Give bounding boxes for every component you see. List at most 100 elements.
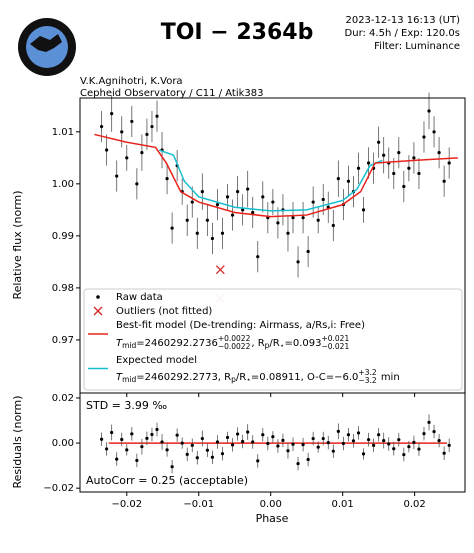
legend-label-part: +3.2 xyxy=(358,368,376,377)
data-point xyxy=(125,156,129,160)
data-point xyxy=(200,436,204,441)
data-point xyxy=(261,433,265,437)
data-point xyxy=(372,443,376,447)
data-point xyxy=(392,447,396,451)
data-point xyxy=(170,226,174,230)
data-point xyxy=(256,255,260,259)
data-point xyxy=(291,442,295,446)
data-point xyxy=(241,208,245,212)
legend-label-part: ⋆ xyxy=(246,375,251,384)
data-point xyxy=(205,218,209,222)
data-point xyxy=(135,182,139,186)
data-point xyxy=(230,213,235,217)
y-tick-label: 1.01 xyxy=(52,127,74,138)
data-point xyxy=(311,200,315,204)
y-tick-label: 0.00 xyxy=(52,438,74,449)
y-tick-label: −0.02 xyxy=(43,483,74,494)
data-point xyxy=(412,156,416,160)
data-point xyxy=(130,432,134,436)
data-point xyxy=(346,179,351,183)
legend-label: Expected model xyxy=(116,355,197,366)
data-point xyxy=(397,438,401,442)
data-point xyxy=(331,223,335,228)
data-point xyxy=(296,260,300,264)
data-point xyxy=(241,439,245,444)
data-point xyxy=(155,427,159,432)
data-point xyxy=(321,436,325,441)
data-point xyxy=(341,441,345,446)
y-axis-label: Relative flux (norm) xyxy=(11,190,24,299)
legend-label-part: −3.2 xyxy=(358,376,376,385)
data-point xyxy=(105,148,109,152)
std-text: STD = 3.99 ‰ xyxy=(86,399,167,412)
data-point xyxy=(366,438,371,442)
filter: Filter: Luminance xyxy=(374,41,460,52)
x-tick-label: 0.00 xyxy=(260,499,282,510)
legend-marker xyxy=(93,306,103,316)
data-point xyxy=(271,435,275,439)
outlier xyxy=(215,265,225,275)
data-point xyxy=(261,195,265,199)
data-point xyxy=(356,431,361,435)
legend-label-part: =2460292.2736 xyxy=(136,338,218,349)
data-point xyxy=(271,200,275,204)
x-tick-label: 0.02 xyxy=(403,499,425,510)
data-point xyxy=(377,433,381,437)
y-tick-label: 0.97 xyxy=(52,335,74,346)
data-point xyxy=(301,216,305,220)
data-point xyxy=(286,231,290,235)
data-point xyxy=(407,166,411,170)
data-point xyxy=(336,429,340,433)
legend-label-part: T xyxy=(116,372,123,383)
legend-box xyxy=(83,288,463,391)
data-point xyxy=(165,177,169,181)
data-point xyxy=(291,216,295,220)
data-point xyxy=(215,440,220,444)
data-point xyxy=(432,429,436,434)
y-axis-label: Residuals (norm) xyxy=(11,395,24,488)
data-point xyxy=(150,432,154,437)
data-point xyxy=(110,112,114,116)
outlier-stroke xyxy=(215,265,225,275)
data-point xyxy=(442,451,446,455)
data-point xyxy=(266,441,270,446)
data-point xyxy=(195,231,199,235)
data-point xyxy=(382,438,386,443)
data-point xyxy=(356,166,361,170)
data-point xyxy=(246,187,250,191)
data-point xyxy=(115,174,119,178)
title: TOI − 2364b xyxy=(161,20,314,45)
data-point xyxy=(442,179,446,183)
data-point xyxy=(331,449,335,453)
data-point xyxy=(382,153,386,157)
data-point xyxy=(351,439,356,443)
data-point xyxy=(326,441,330,445)
data-point xyxy=(205,448,209,452)
y-tick-label: 0.98 xyxy=(52,283,74,294)
legend-label: Raw data xyxy=(116,292,163,303)
data-point xyxy=(447,443,451,447)
observatory: Cepheid Observatory / C11 / Atik383 xyxy=(80,88,264,99)
model-line xyxy=(94,133,458,218)
x-axis-label: Phase xyxy=(256,512,289,525)
data-point xyxy=(175,433,179,437)
data-point xyxy=(220,231,225,235)
legend-label: Outliers (not fitted) xyxy=(116,306,212,317)
data-point xyxy=(190,200,194,204)
data-point xyxy=(190,443,194,447)
data-point xyxy=(402,452,406,457)
data-point xyxy=(296,461,300,466)
data-point xyxy=(115,457,119,461)
data-point xyxy=(407,445,411,449)
data-point xyxy=(135,458,139,463)
data-point xyxy=(427,109,431,113)
legend-marker xyxy=(96,295,100,299)
data-point xyxy=(215,203,220,207)
data-point xyxy=(210,236,215,241)
data-point xyxy=(110,430,114,435)
legend-label-part: −0.0022 xyxy=(218,342,251,351)
data-point xyxy=(437,438,441,443)
data-point xyxy=(402,184,406,189)
data-point xyxy=(210,455,215,459)
